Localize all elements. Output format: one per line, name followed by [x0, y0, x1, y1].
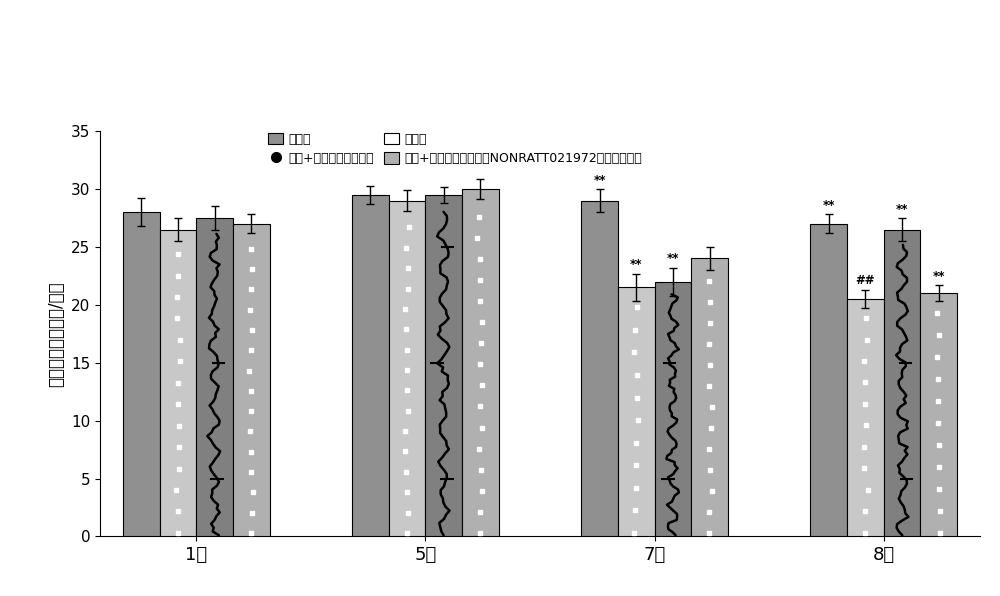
Bar — [196, 218, 233, 536]
Bar — [847, 299, 884, 536]
Bar — [352, 195, 389, 536]
Text: **: ** — [667, 253, 679, 265]
Bar — [618, 287, 655, 536]
Legend: 对照组, 模型+乱序小干扰处理组, 模型组, 模型+长非编码核糖核酸NONRATT021972小干扰处理组: 对照组, 模型+乱序小干扰处理组, 模型组, 模型+长非编码核糖核酸NONRAT… — [265, 129, 646, 169]
Bar — [123, 212, 160, 536]
Bar — [462, 189, 499, 536]
Bar — [425, 195, 462, 536]
Bar — [655, 282, 691, 536]
Bar — [160, 229, 196, 536]
Text: **: ** — [630, 258, 642, 271]
Bar — [389, 201, 425, 536]
Bar — [920, 293, 957, 536]
Bar — [691, 259, 728, 536]
Bar — [233, 224, 270, 536]
Text: ##: ## — [856, 274, 875, 287]
Y-axis label: 感觉传导速度（米/秒）: 感觉传导速度（米/秒） — [47, 281, 65, 387]
Bar — [884, 229, 920, 536]
Bar — [581, 201, 618, 536]
Text: **: ** — [593, 173, 606, 187]
Text: **: ** — [896, 203, 908, 216]
Text: **: ** — [822, 199, 835, 212]
Text: **: ** — [933, 270, 945, 283]
Bar — [810, 224, 847, 536]
